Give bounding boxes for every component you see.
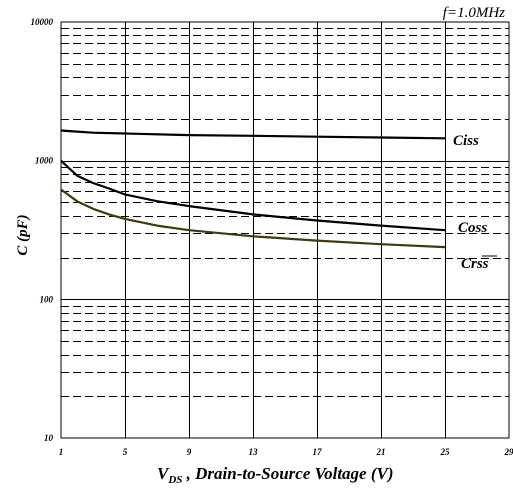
series-label-ciss: Ciss xyxy=(453,133,479,149)
series-line-crss xyxy=(60,188,446,249)
series-line-ciss xyxy=(60,129,446,140)
grid xyxy=(61,22,509,438)
x-axis-title-rest: , Drain-to-Source Voltage (V) xyxy=(182,464,393,483)
x-axis-title-main: V xyxy=(157,464,170,483)
x-axis-title-subscript: DS xyxy=(167,474,182,486)
x-tick-label: 5 xyxy=(123,447,128,457)
tick-labels: 1 5 9 13 17 21 25 29 10 100 1000 10000 xyxy=(31,17,513,457)
x-tick-label: 9 xyxy=(187,447,192,457)
series-label-coss: Coss xyxy=(458,220,487,236)
series-line-coss xyxy=(60,159,446,232)
series-lines xyxy=(60,129,446,249)
x-tick-label: 25 xyxy=(440,447,451,457)
x-tick-label: 29 xyxy=(504,447,513,457)
series-label-crss: Crss xyxy=(461,256,489,272)
y-tick-label: 10 xyxy=(44,433,54,443)
x-tick-label: 17 xyxy=(313,447,323,457)
y-tick-label: 100 xyxy=(40,294,54,304)
x-tick-label: 21 xyxy=(376,447,386,457)
frequency-annotation: f=1.0MHz xyxy=(443,5,505,21)
y-axis-title: C (pF) xyxy=(15,214,31,255)
plot-frame xyxy=(60,21,510,439)
x-axis-title: VDS , Drain-to-Source Voltage (V) xyxy=(157,464,394,486)
y-tick-label: 1000 xyxy=(35,156,54,166)
x-tick-label: 1 xyxy=(59,447,64,457)
x-tick-label: 13 xyxy=(249,447,259,457)
y-tick-label: 10000 xyxy=(31,17,54,27)
